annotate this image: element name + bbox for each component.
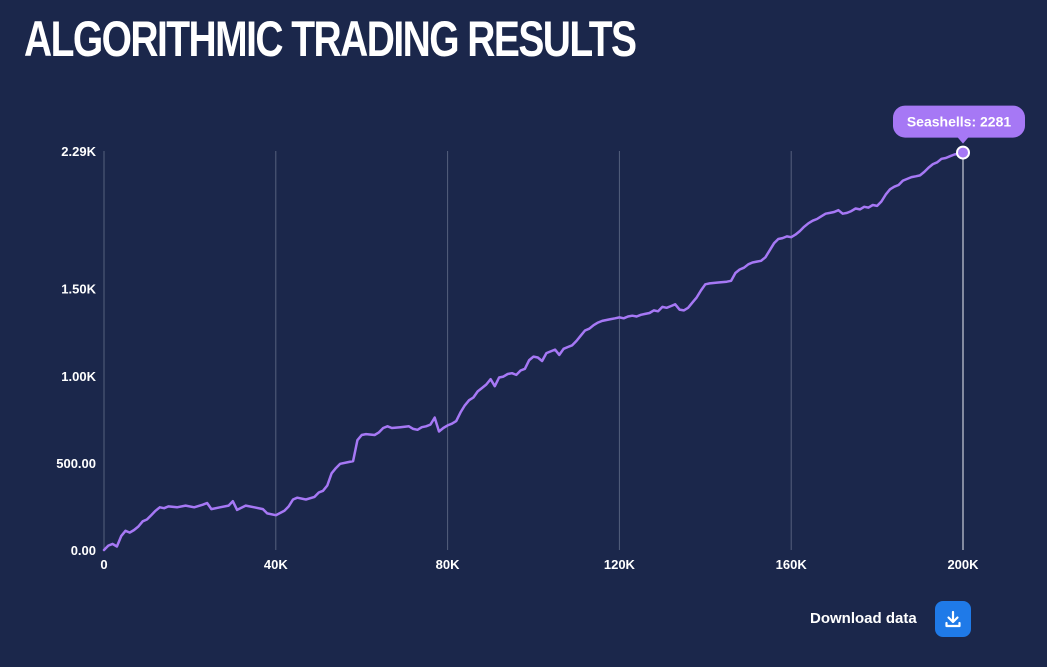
y-tick-label: 500.00	[56, 456, 96, 471]
download-data-label: Download data	[810, 610, 917, 627]
download-icon	[945, 610, 961, 628]
tooltip-text: Seashells: 2281	[907, 114, 1012, 130]
y-tick-label: 1.00K	[61, 369, 96, 384]
tooltip-pointer	[957, 136, 969, 144]
x-tick-label: 120K	[604, 557, 636, 572]
hover-point	[956, 145, 970, 160]
page-title: ALGORITHMIC TRADING RESULTS	[24, 11, 637, 67]
x-tick-label: 80K	[436, 557, 460, 572]
x-tick-label: 40K	[264, 557, 288, 572]
series-line	[102, 151, 965, 552]
y-tick-label: 1.50K	[61, 282, 96, 297]
x-tick-label: 0	[100, 557, 107, 572]
download-button[interactable]	[934, 601, 971, 637]
y-tick-label: 2.29K	[61, 144, 96, 159]
x-tick-label: 200K	[947, 557, 979, 572]
download-data-control[interactable]: Download data	[810, 601, 971, 637]
y-tick-label: 0.00	[71, 543, 96, 558]
x-tick-label: 160K	[776, 557, 808, 572]
tooltip-bubble	[893, 105, 1025, 138]
